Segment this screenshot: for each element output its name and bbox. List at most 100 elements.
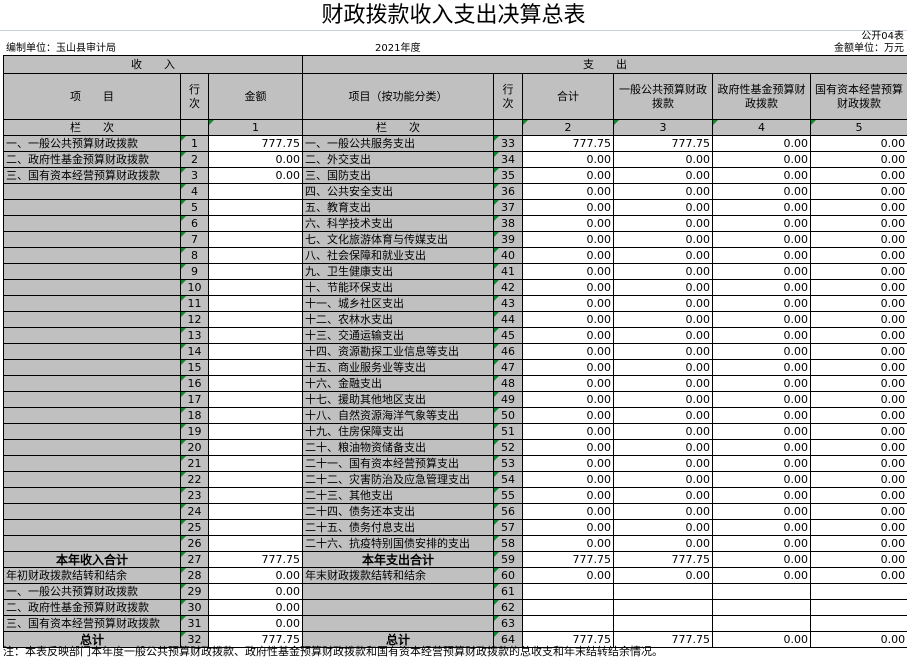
expense-amount[interactable]: 0.00 xyxy=(810,551,907,568)
expense-amount[interactable]: 0.00 xyxy=(712,151,812,168)
expense-amount[interactable]: 0.00 xyxy=(810,359,907,376)
income-line[interactable]: 18 xyxy=(180,407,209,424)
expense-amount[interactable] xyxy=(810,599,907,616)
expense-amount[interactable]: 0.00 xyxy=(613,503,714,520)
income-amount[interactable] xyxy=(207,215,304,232)
income-amount[interactable] xyxy=(207,263,304,280)
expense-amount[interactable] xyxy=(712,583,812,600)
income-line[interactable]: 16 xyxy=(180,375,209,392)
expense-amount[interactable]: 0.00 xyxy=(613,279,714,296)
expense-amount[interactable]: 0.00 xyxy=(613,247,714,264)
expense-amount[interactable]: 0.00 xyxy=(712,375,812,392)
income-line[interactable]: 19 xyxy=(180,423,209,440)
expense-amount[interactable]: 0.00 xyxy=(613,391,714,408)
expense-amount[interactable]: 0.00 xyxy=(522,471,615,488)
expense-amount[interactable]: 0.00 xyxy=(810,439,907,456)
income-item[interactable]: 三、国有资本经营预算财政拨款 xyxy=(3,167,181,184)
income-item[interactable]: 二、政府性基金预算财政拨款 xyxy=(3,599,181,616)
expense-amount[interactable]: 0.00 xyxy=(712,343,812,360)
expense-amount[interactable]: 0.00 xyxy=(522,215,615,232)
expense-amount[interactable]: 0.00 xyxy=(810,167,907,184)
income-item[interactable]: 本年收入合计 xyxy=(3,551,181,568)
income-line[interactable]: 32 xyxy=(180,631,209,648)
expense-line[interactable]: 39 xyxy=(493,231,524,248)
income-amount[interactable] xyxy=(207,247,304,264)
expense-amount[interactable]: 0.00 xyxy=(613,199,714,216)
expense-line[interactable]: 37 xyxy=(493,199,524,216)
income-line[interactable]: 11 xyxy=(180,295,209,312)
expense-line[interactable]: 45 xyxy=(493,327,524,344)
expense-item[interactable]: 十二、农林水支出 xyxy=(302,311,495,328)
income-line[interactable]: 3 xyxy=(180,167,209,184)
income-amount[interactable] xyxy=(207,279,304,296)
income-item[interactable] xyxy=(3,311,181,328)
income-line[interactable]: 1 xyxy=(180,135,209,152)
income-amount[interactable] xyxy=(207,343,304,360)
expense-amount[interactable]: 0.00 xyxy=(613,311,714,328)
expense-amount[interactable]: 0.00 xyxy=(613,423,714,440)
expense-item[interactable]: 十五、商业服务业等支出 xyxy=(302,359,495,376)
income-amount[interactable] xyxy=(207,183,304,200)
expense-amount[interactable]: 0.00 xyxy=(810,407,907,424)
expense-amount[interactable]: 0.00 xyxy=(712,167,812,184)
expense-amount[interactable]: 0.00 xyxy=(712,503,812,520)
income-line[interactable]: 8 xyxy=(180,247,209,264)
expense-amount[interactable]: 0.00 xyxy=(613,519,714,536)
expense-amount[interactable]: 0.00 xyxy=(613,215,714,232)
expense-item[interactable]: 二十三、其他支出 xyxy=(302,487,495,504)
expense-item[interactable]: 二、外交支出 xyxy=(302,151,495,168)
income-amount[interactable]: 777.75 xyxy=(207,631,304,648)
expense-item[interactable]: 十、节能环保支出 xyxy=(302,279,495,296)
expense-amount[interactable]: 0.00 xyxy=(712,295,812,312)
income-line[interactable]: 28 xyxy=(180,567,209,584)
expense-item[interactable]: 总计 xyxy=(302,631,495,648)
expense-amount[interactable]: 0.00 xyxy=(712,263,812,280)
expense-amount[interactable] xyxy=(522,615,615,632)
expense-amount[interactable]: 0.00 xyxy=(522,247,615,264)
expense-amount[interactable]: 0.00 xyxy=(712,407,812,424)
income-amount[interactable]: 0.00 xyxy=(207,167,304,184)
expense-item[interactable]: 二十六、抗疫特别国债安排的支出 xyxy=(302,535,495,552)
income-amount[interactable] xyxy=(207,535,304,552)
expense-line[interactable]: 51 xyxy=(493,423,524,440)
expense-amount[interactable]: 0.00 xyxy=(522,311,615,328)
expense-item[interactable]: 二十四、债务还本支出 xyxy=(302,503,495,520)
expense-amount[interactable]: 0.00 xyxy=(613,359,714,376)
expense-line[interactable]: 61 xyxy=(493,583,524,600)
expense-amount[interactable]: 0.00 xyxy=(712,311,812,328)
expense-line[interactable]: 62 xyxy=(493,599,524,616)
income-line[interactable]: 30 xyxy=(180,599,209,616)
expense-amount[interactable]: 0.00 xyxy=(613,375,714,392)
expense-item[interactable]: 十六、金融支出 xyxy=(302,375,495,392)
expense-amount[interactable]: 0.00 xyxy=(522,151,615,168)
expense-amount[interactable]: 777.75 xyxy=(522,631,615,648)
expense-line[interactable]: 34 xyxy=(493,151,524,168)
expense-amount[interactable]: 0.00 xyxy=(712,279,812,296)
expense-amount[interactable]: 0.00 xyxy=(613,183,714,200)
income-amount[interactable] xyxy=(207,519,304,536)
income-amount[interactable] xyxy=(207,423,304,440)
expense-amount[interactable] xyxy=(522,583,615,600)
expense-amount[interactable]: 777.75 xyxy=(522,135,615,152)
expense-line[interactable]: 58 xyxy=(493,535,524,552)
income-line[interactable]: 10 xyxy=(180,279,209,296)
expense-line[interactable]: 52 xyxy=(493,439,524,456)
expense-amount[interactable]: 0.00 xyxy=(810,199,907,216)
expense-line[interactable]: 35 xyxy=(493,167,524,184)
expense-item[interactable]: 本年支出合计 xyxy=(302,551,495,568)
income-item[interactable] xyxy=(3,279,181,296)
income-amount[interactable] xyxy=(207,439,304,456)
expense-line[interactable]: 63 xyxy=(493,615,524,632)
expense-amount[interactable]: 0.00 xyxy=(810,183,907,200)
expense-item[interactable] xyxy=(302,599,495,616)
income-amount[interactable]: 0.00 xyxy=(207,567,304,584)
income-item[interactable] xyxy=(3,183,181,200)
expense-amount[interactable]: 0.00 xyxy=(810,519,907,536)
expense-item[interactable]: 二十五、债务付息支出 xyxy=(302,519,495,536)
expense-amount[interactable]: 0.00 xyxy=(613,151,714,168)
expense-item[interactable]: 十七、援助其他地区支出 xyxy=(302,391,495,408)
expense-amount[interactable] xyxy=(522,599,615,616)
income-item[interactable] xyxy=(3,407,181,424)
expense-line[interactable]: 50 xyxy=(493,407,524,424)
expense-amount[interactable]: 0.00 xyxy=(810,423,907,440)
